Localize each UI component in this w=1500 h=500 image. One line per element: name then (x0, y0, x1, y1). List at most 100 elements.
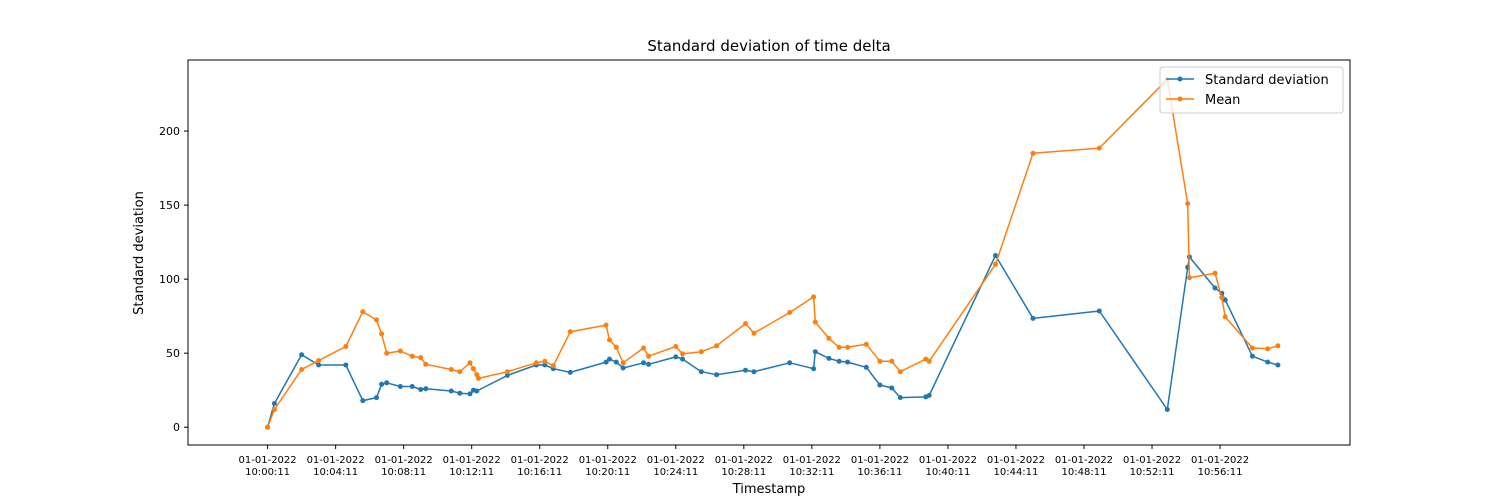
y-tick-label: 150 (159, 199, 180, 212)
data-point-standard-deviation (641, 360, 646, 366)
data-point-standard-deviation (673, 354, 679, 360)
data-point-mean (863, 341, 869, 347)
x-tick-label: 01-01-2022 10:24:11 (647, 455, 705, 478)
data-point-standard-deviation (457, 390, 463, 396)
data-point-mean (271, 407, 277, 412)
x-tick-label: 01-01-2022 10:28:11 (715, 455, 773, 478)
data-point-mean (542, 358, 548, 364)
data-point-mean (567, 329, 573, 335)
legend-label-mean: Mean (1205, 93, 1240, 108)
data-point-mean (743, 321, 748, 327)
data-point-standard-deviation (613, 359, 619, 365)
data-point-standard-deviation (299, 352, 305, 358)
data-point-standard-deviation (504, 372, 510, 378)
legend-box (1159, 66, 1344, 114)
data-point-mean (384, 350, 390, 356)
data-point-mean (613, 344, 619, 350)
data-point-standard-deviation (567, 369, 573, 375)
data-point-standard-deviation (714, 372, 720, 378)
data-point-mean (1275, 343, 1281, 349)
data-point-mean (620, 360, 626, 366)
data-point-mean (877, 358, 883, 364)
x-tick-label: 01-01-2022 10:40:11 (919, 455, 977, 478)
y-tick-label: 200 (159, 125, 180, 138)
data-point-standard-deviation (409, 384, 415, 389)
data-point-mean (1219, 295, 1225, 301)
data-point-standard-deviation (542, 362, 548, 368)
data-point-standard-deviation (384, 380, 390, 386)
data-point-mean (1186, 275, 1192, 281)
series-standard-deviation (265, 253, 1281, 430)
data-point-mean (299, 367, 305, 372)
data-point-mean (787, 310, 793, 315)
data-point-mean (476, 375, 481, 381)
x-tick-label: 01-01-2022 10:20:11 (579, 455, 637, 478)
data-point-mean (641, 345, 646, 351)
data-point-standard-deviation (1164, 407, 1170, 412)
data-point-mean (897, 369, 903, 375)
x-axis-ticks: 01-01-2022 10:00:11 01-01-2022 10:04:11 01-0… (239, 445, 1249, 478)
data-point-standard-deviation (751, 369, 757, 375)
data-point-standard-deviation (397, 384, 403, 389)
legend-marker-standard-deviation (1177, 76, 1183, 82)
y-tick-label: 100 (159, 273, 180, 286)
data-point-mean (714, 343, 720, 349)
data-point-mean (550, 363, 556, 369)
data-point-mean (751, 330, 757, 336)
data-point-mean (533, 360, 539, 366)
x-tick-label: 01-01-2022 10:08:11 (375, 455, 433, 478)
data-point-standard-deviation (646, 361, 652, 367)
x-tick-label: 01-01-2022 10:52:11 (1123, 455, 1181, 478)
data-point-standard-deviation (316, 362, 322, 368)
data-point-mean (409, 353, 415, 359)
data-point-mean (1185, 201, 1191, 207)
data-point-mean (374, 317, 379, 323)
data-point-mean (603, 322, 609, 328)
x-tick-label: 01-01-2022 10:32:11 (783, 455, 841, 478)
data-point-standard-deviation (603, 359, 609, 365)
data-point-mean (379, 331, 385, 337)
y-axis-ticks: 0 50 100 150 200 (159, 125, 188, 434)
data-point-mean (1249, 345, 1255, 351)
data-point-standard-deviation (448, 388, 454, 394)
legend-label-standard-deviation: Standard deviation (1205, 73, 1329, 88)
data-point-mean (504, 369, 510, 375)
data-point-mean (343, 344, 349, 349)
data-point-standard-deviation (474, 388, 480, 394)
data-point-standard-deviation (993, 253, 998, 258)
data-point-mean (993, 261, 998, 267)
data-point-mean (423, 361, 429, 367)
data-point-standard-deviation (845, 359, 851, 365)
data-point-mean (1222, 314, 1228, 320)
data-point-mean (826, 335, 832, 341)
data-point-standard-deviation (826, 355, 832, 361)
data-point-mean (265, 424, 271, 430)
x-tick-label: 01-01-2022 10:04:11 (307, 455, 365, 478)
data-point-mean (1265, 346, 1271, 352)
data-point-standard-deviation (698, 369, 704, 375)
legend-marker-mean (1177, 96, 1183, 102)
legend: Standard deviation Mean (1159, 66, 1344, 114)
x-tick-label: 01-01-2022 10:12:11 (443, 455, 501, 478)
data-point-standard-deviation (1249, 353, 1255, 359)
x-tick-label: 01-01-2022 10:44:11 (987, 455, 1045, 478)
data-point-standard-deviation (379, 381, 385, 387)
data-point-standard-deviation (1030, 315, 1036, 321)
data-point-standard-deviation (343, 362, 349, 368)
data-point-mean (360, 309, 366, 315)
data-point-standard-deviation (1212, 285, 1218, 291)
data-point-standard-deviation (787, 360, 793, 366)
data-point-standard-deviation (418, 387, 424, 392)
data-point-mean (845, 344, 851, 350)
data-point-standard-deviation (271, 401, 277, 406)
x-tick-label: 01-01-2022 10:36:11 (851, 455, 909, 478)
series-mean (265, 76, 1281, 430)
chart-title: Standard deviation of time delta (647, 37, 890, 55)
data-point-mean (1030, 150, 1036, 156)
data-point-mean (889, 358, 895, 364)
data-point-standard-deviation (877, 382, 883, 388)
data-point-mean (607, 337, 612, 343)
data-point-mean (467, 360, 473, 366)
data-point-standard-deviation (620, 365, 626, 371)
